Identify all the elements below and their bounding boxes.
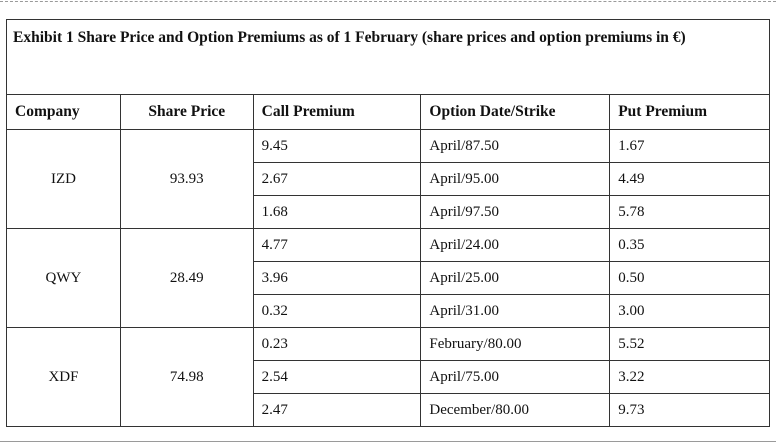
put-premium-cell: 0.35: [609, 228, 770, 262]
call-premium-cell: 1.68: [252, 195, 422, 229]
header-put-premium: Put Premium: [609, 94, 770, 130]
call-premium-cell: 4.77: [252, 228, 422, 262]
option-date-strike-cell: February/80.00: [420, 327, 611, 361]
option-date-strike-cell: December/80.00: [420, 393, 611, 427]
call-premium-cell: 2.67: [252, 162, 422, 196]
put-premium-cell: 3.22: [609, 360, 770, 394]
option-date-strike-cell: April/95.00: [420, 162, 611, 196]
header-option-date-strike: Option Date/Strike: [420, 94, 611, 130]
option-date-strike-cell: April/87.50: [420, 129, 611, 163]
share-price-cell: 93.93: [119, 129, 254, 229]
header-row: Company Share Price Call Premium Option …: [6, 94, 770, 130]
option-date-strike-cell: April/25.00: [420, 261, 611, 295]
call-premium-cell: 2.47: [252, 393, 422, 427]
company-cell: IZD: [6, 129, 121, 229]
table-row: 0.32 April/31.00 3.00: [7, 294, 770, 328]
put-premium-cell: 5.78: [609, 195, 770, 229]
table-caption: Exhibit 1 Share Price and Option Premium…: [6, 19, 770, 95]
put-premium-cell: 4.49: [609, 162, 770, 196]
header-call-premium: Call Premium: [252, 94, 422, 130]
bottom-divider: [0, 441, 776, 442]
put-premium-cell: 0.50: [609, 261, 770, 295]
call-premium-cell: 9.45: [252, 129, 422, 163]
table-row: 2.47 December/80.00 9.73: [7, 393, 770, 427]
header-company: Company: [6, 94, 121, 130]
table-row: 2.54 April/75.00 3.22: [7, 360, 770, 394]
put-premium-cell: 1.67: [609, 129, 770, 163]
call-premium-cell: 0.32: [252, 294, 422, 328]
option-date-strike-cell: April/75.00: [420, 360, 611, 394]
call-premium-cell: 3.96: [252, 261, 422, 295]
company-cell: QWY: [6, 228, 121, 328]
share-price-cell: 28.49: [119, 228, 254, 328]
header-share-price: Share Price: [119, 94, 254, 130]
call-premium-cell: 2.54: [252, 360, 422, 394]
option-date-strike-cell: April/97.50: [420, 195, 611, 229]
table-row: 3.96 April/25.00 0.50: [7, 261, 770, 295]
call-premium-cell: 0.23: [252, 327, 422, 361]
put-premium-cell: 5.52: [609, 327, 770, 361]
table-row: 2.67 April/95.00 4.49: [7, 162, 770, 196]
share-price-cell: 74.98: [119, 327, 254, 427]
exhibit-table: Exhibit 1 Share Price and Option Premium…: [6, 19, 770, 427]
option-date-strike-cell: April/31.00: [420, 294, 611, 328]
put-premium-cell: 3.00: [609, 294, 770, 328]
top-divider: [0, 1, 776, 2]
table-row: XDF 74.98 0.23 February/80.00 5.52: [6, 327, 770, 427]
put-premium-cell: 9.73: [609, 393, 770, 427]
company-cell: XDF: [6, 327, 121, 427]
option-date-strike-cell: April/24.00: [420, 228, 611, 262]
caption-row: Exhibit 1 Share Price and Option Premium…: [6, 19, 770, 95]
table-row: IZD 93.93 9.45 April/87.50 1.67: [6, 129, 770, 229]
table-row: QWY 28.49 4.77 April/24.00 0.35: [6, 228, 770, 328]
table-row: 1.68 April/97.50 5.78: [7, 195, 770, 229]
